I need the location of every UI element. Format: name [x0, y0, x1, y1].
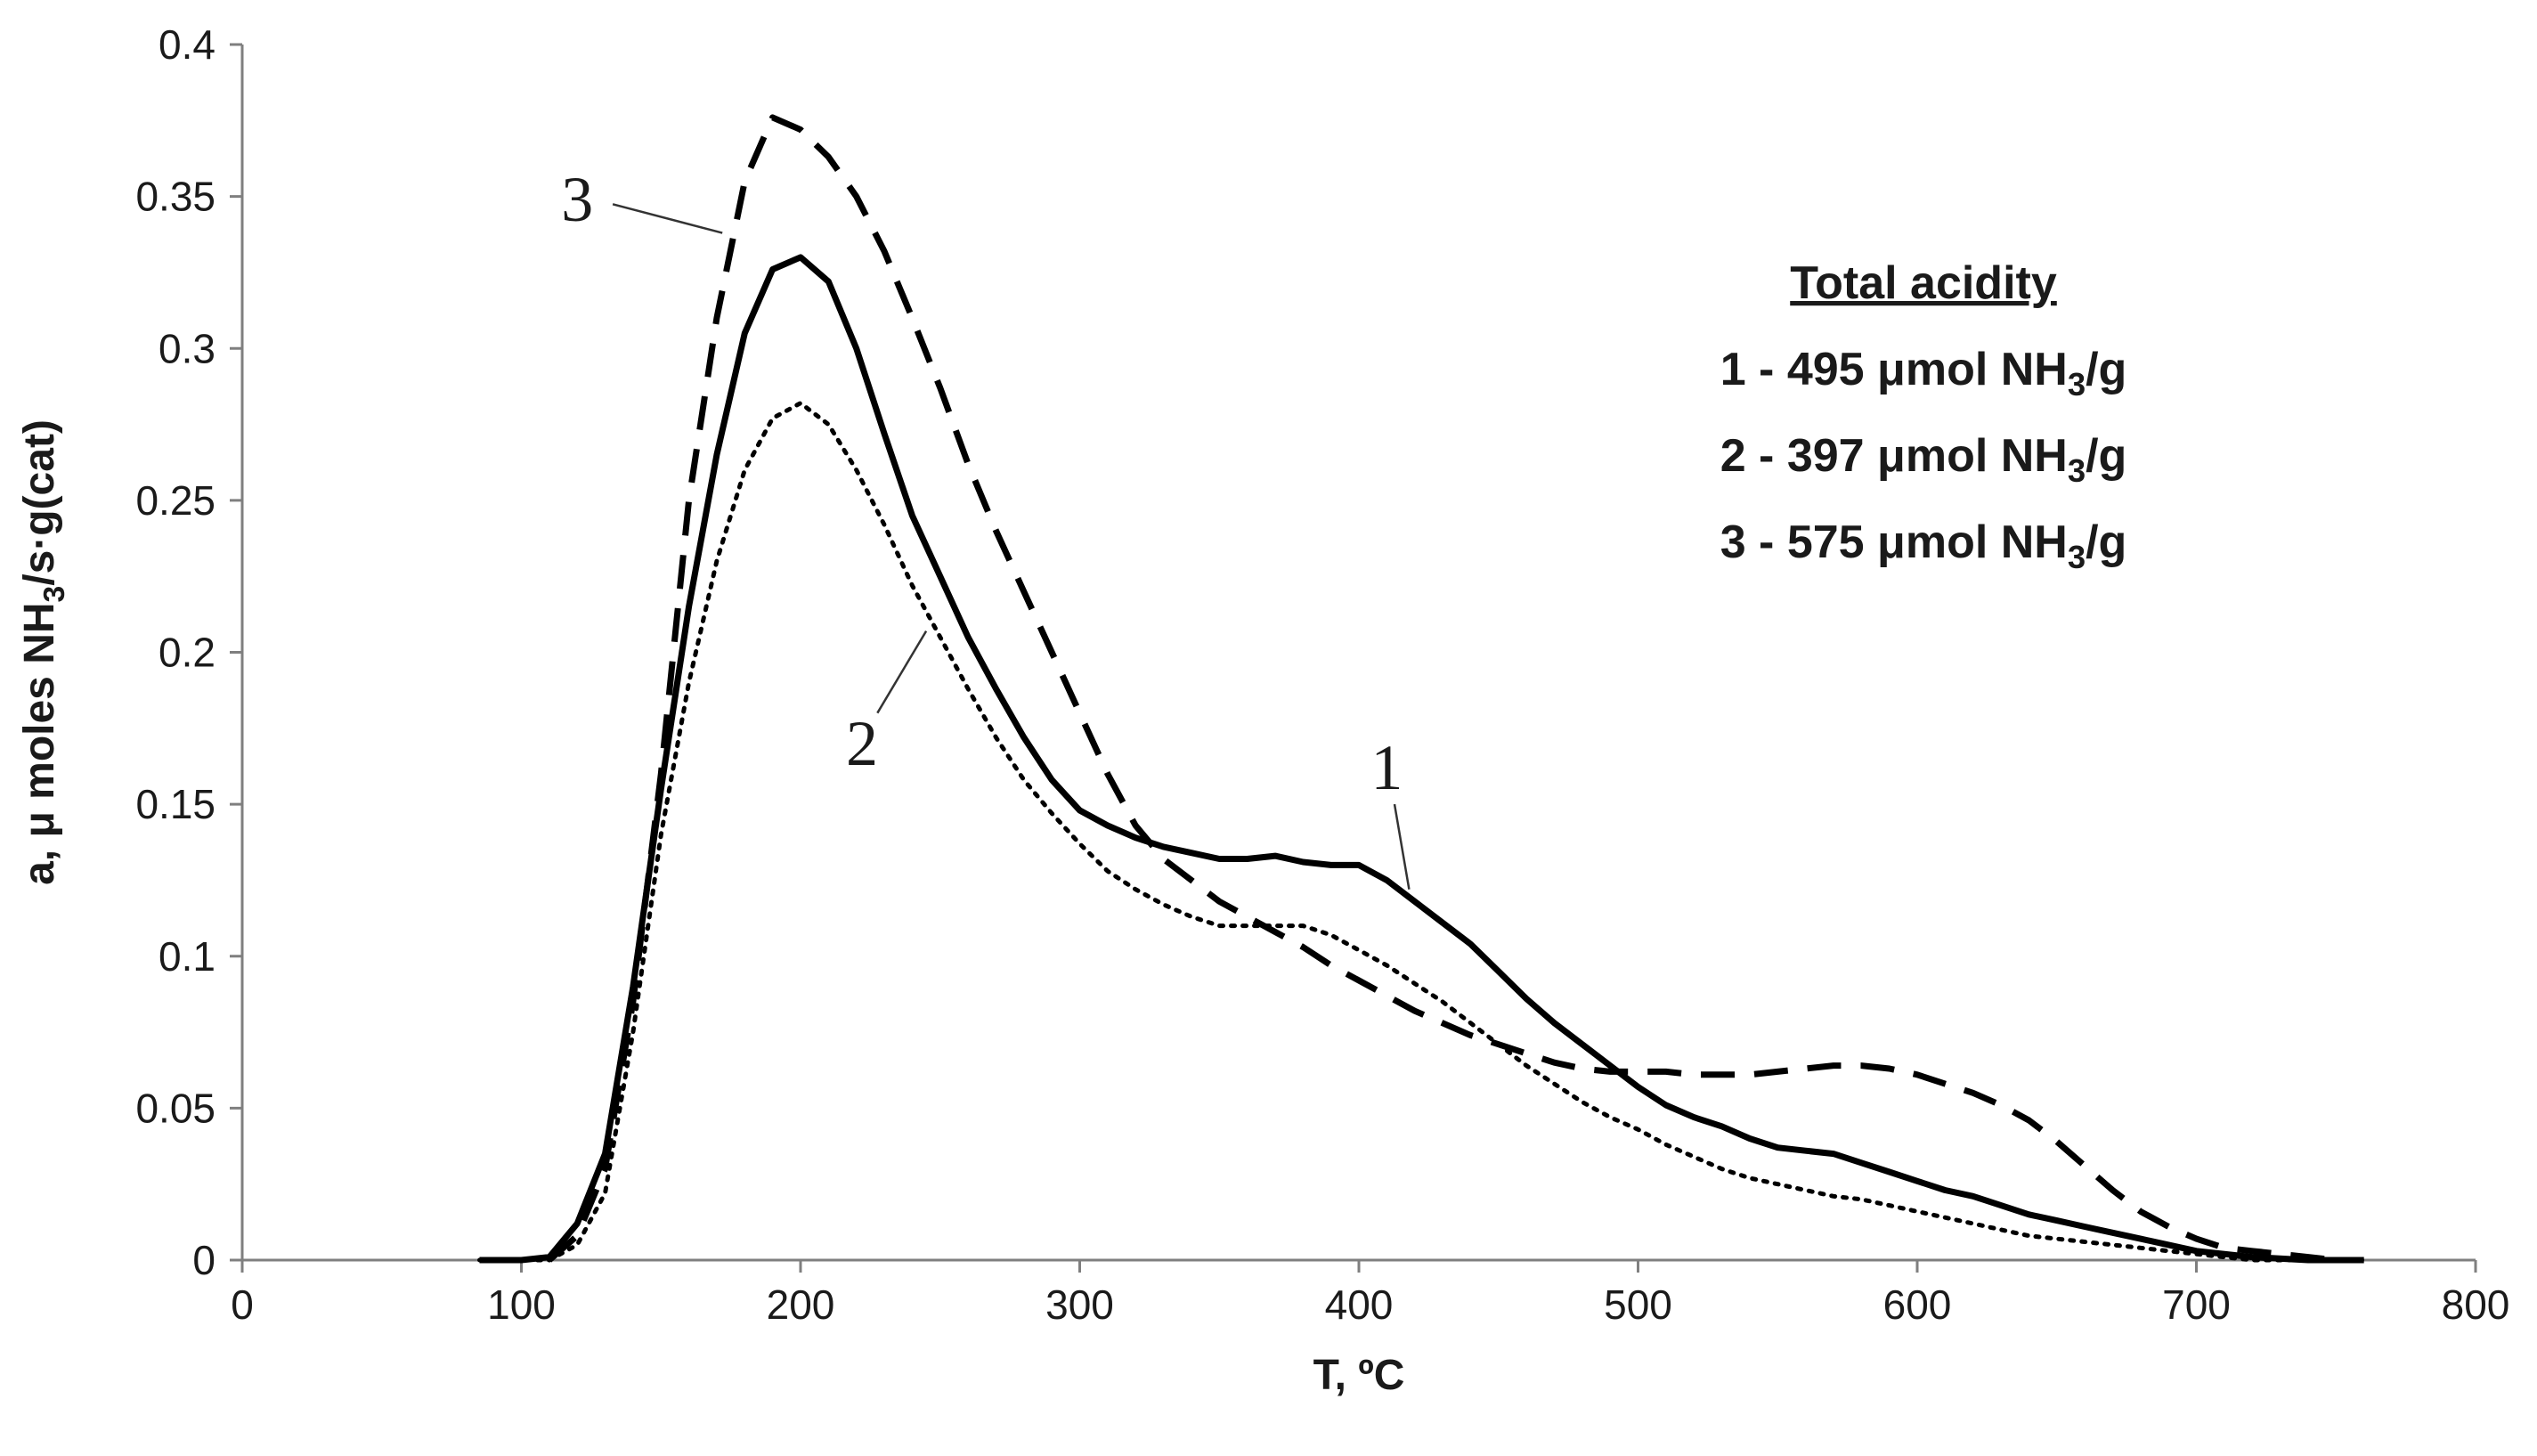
y-axis-title: a, μ moles NH3/s·g(cat): [16, 419, 71, 885]
y-tick-label: 0.3: [159, 325, 215, 371]
series-3-line: [547, 114, 2364, 1264]
y-tick-label: 0.05: [135, 1085, 215, 1131]
series-1-line: [479, 254, 2364, 1264]
series-2-line: [477, 401, 2367, 1263]
legend-entry-3-text: 3 - 575 μmol NH: [1720, 517, 2068, 568]
series-3-label: 3: [561, 164, 593, 235]
legend-entry-1-suffix: /g: [2086, 344, 2126, 395]
legend-entry-3-suffix: /g: [2086, 517, 2126, 568]
legend-entry-2: 2 - 397 μmol NH3/g: [1720, 430, 2127, 489]
legend-entry-2-text: 2 - 397 μmol NH: [1720, 430, 2068, 482]
series-2-leader-line: [876, 630, 928, 714]
series-1-label: 1: [1370, 732, 1403, 803]
y-axis-title-suffix: /s·g(cat): [16, 419, 63, 586]
series-1-leader-line: [1393, 803, 1411, 890]
x-axis-title: T, ºC: [1313, 1352, 1405, 1399]
series-3-leader-line: [612, 203, 723, 234]
legend-entry-1-text: 1 - 495 μmol NH: [1720, 344, 2068, 395]
legend-entry-2-subscript: 3: [2068, 452, 2086, 489]
y-tick-label: 0.35: [135, 174, 215, 220]
y-tick-label: 0.25: [135, 477, 215, 524]
y-tick-label: 0.4: [159, 21, 215, 68]
y-tick-label: 0.1: [159, 933, 215, 980]
x-tick-label: 500: [1604, 1281, 1672, 1328]
y-axis-title-subscript: 3: [38, 586, 71, 603]
x-tick-label: 100: [487, 1281, 556, 1328]
y-tick-label: 0.15: [135, 781, 215, 827]
legend-entry-2-suffix: /g: [2086, 430, 2126, 482]
legend-entry-1: 1 - 495 μmol NH3/g: [1720, 344, 2127, 403]
series-2-label: 2: [846, 708, 878, 779]
x-tick-label: 300: [1045, 1281, 1114, 1328]
legend-entry-1-subscript: 3: [2068, 366, 2086, 403]
y-tick-label: 0.2: [159, 630, 215, 676]
legend-entry-3: 3 - 575 μmol NH3/g: [1720, 517, 2127, 575]
y-axis-title-text: a, μ moles NH: [16, 602, 63, 884]
x-tick-label: 0: [231, 1281, 254, 1328]
legend-title: Total acidity: [1790, 257, 2057, 309]
legend-entry-3-subscript: 3: [2068, 539, 2086, 575]
x-tick-label: 400: [1325, 1281, 1394, 1328]
x-tick-label: 600: [1883, 1281, 1952, 1328]
x-tick-label: 700: [2162, 1281, 2231, 1328]
x-tick-label: 800: [2442, 1281, 2510, 1328]
x-tick-label: 200: [767, 1281, 835, 1328]
y-tick-label: 0: [192, 1237, 215, 1283]
